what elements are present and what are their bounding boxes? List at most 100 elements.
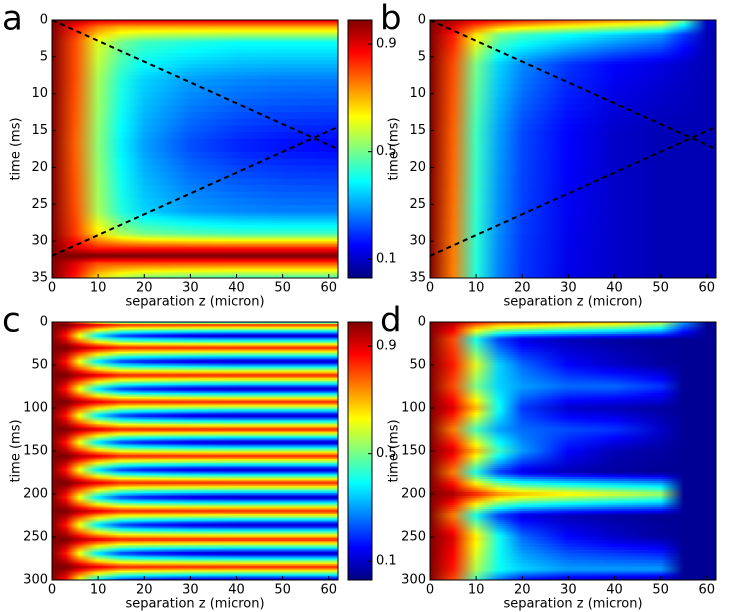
heatmap-strip: [52, 410, 338, 413]
heatmap-strip: [430, 540, 716, 545]
heatmap-strip: [430, 420, 716, 424]
heatmap-strip: [430, 515, 716, 519]
heatmap-strip: [52, 145, 338, 153]
y-axis-label: time (ms): [387, 419, 402, 482]
heatmap-strip: [52, 441, 338, 443]
heatmap-strip: [430, 369, 716, 373]
heatmap-strip: [52, 465, 338, 468]
heatmap-strip: [430, 573, 716, 576]
heatmap-strip: [52, 216, 338, 219]
heatmap-strip: [430, 513, 716, 517]
heatmap-strip: [52, 233, 338, 236]
heatmap-strip: [52, 252, 338, 254]
y-axis-label: time (ms): [9, 117, 24, 180]
heatmap-strip: [52, 570, 338, 573]
heatmap-strip: [52, 253, 338, 256]
x-tick-label: 40: [228, 281, 245, 296]
heatmap-strip: [52, 264, 338, 267]
heatmap-strip: [430, 478, 716, 482]
heatmap-strip: [52, 375, 338, 378]
heatmap-strip: [430, 330, 716, 333]
heatmap-strip: [52, 198, 338, 206]
heatmap-strip: [52, 477, 338, 480]
heatmap-strip: [52, 247, 338, 250]
heatmap-strip: [52, 401, 338, 404]
heatmap-strip: [52, 158, 338, 166]
heatmap-strip: [52, 382, 338, 385]
x-tick-label: 30: [182, 583, 199, 598]
heatmap-strip: [430, 49, 716, 54]
plot-frame: [429, 19, 717, 279]
panel: [52, 322, 338, 580]
heatmap-strip: [430, 25, 716, 28]
heatmap-strip: [52, 112, 338, 120]
heatmap-strip: [430, 349, 716, 353]
heatmap-strip: [52, 480, 338, 483]
heatmap-strip: [52, 330, 338, 332]
heatmap-strip: [52, 259, 338, 261]
x-tick-label: 50: [652, 281, 669, 296]
y-tick-label: 0: [40, 13, 48, 28]
heatmap-strip: [52, 456, 338, 459]
colorbar-tick-label: 0.9: [376, 339, 397, 354]
heatmap-strip: [430, 414, 716, 418]
heatmap-strip: [52, 367, 338, 370]
heatmap-strip: [430, 570, 716, 573]
heatmap-strip: [52, 394, 338, 397]
heatmap-strip: [430, 553, 716, 558]
heatmap-strip: [52, 567, 338, 569]
heatmap-strip: [52, 78, 338, 87]
heatmap-strip: [430, 160, 716, 176]
heatmap-strip: [430, 448, 716, 452]
y-tick-label: 0: [418, 315, 426, 330]
x-tick-label: 20: [136, 281, 153, 296]
y-tick-label: 35: [31, 271, 48, 286]
heatmap-strip: [52, 536, 338, 539]
heatmap-strip: [430, 219, 716, 235]
heatmap-strip: [52, 484, 338, 487]
heatmap-strip: [430, 373, 716, 377]
heatmap-strip: [52, 542, 338, 545]
heatmap-strip: [52, 276, 338, 278]
x-tick-label: 30: [182, 281, 199, 296]
heatmap-strip: [430, 511, 716, 514]
heatmap-strip: [430, 34, 716, 39]
heatmap-strip: [52, 578, 338, 580]
heatmap-strip: [52, 445, 338, 448]
heatmap-strip: [52, 522, 338, 525]
heatmap-strip: [430, 55, 716, 59]
y-tick-label: 25: [409, 197, 426, 212]
heatmap-strip: [430, 64, 716, 72]
heatmap-strip: [52, 171, 338, 180]
x-tick-label: 0: [48, 583, 56, 598]
heatmap-strip: [52, 412, 338, 415]
heatmap-strip: [430, 362, 716, 366]
heatmap-strip: [52, 257, 338, 259]
heatmap-strip: [430, 344, 716, 348]
heatmap-strip: [52, 406, 338, 409]
heatmap-strip: [430, 537, 716, 541]
heatmap-strip: [430, 425, 716, 428]
heatmap-strip: [430, 334, 716, 337]
heatmap-strip: [430, 571, 716, 574]
heatmap-strip: [52, 565, 338, 568]
heatmap-strip: [52, 504, 338, 507]
y-tick-label: 100: [23, 401, 48, 416]
heatmap-strip: [52, 357, 338, 360]
heatmap-strip: [52, 428, 338, 431]
heatmap-strip: [52, 64, 338, 69]
x-tick-label: 20: [514, 281, 531, 296]
heatmap-strip: [52, 255, 338, 258]
heatmap-strip: [430, 22, 716, 26]
heatmap-strip: [52, 550, 338, 553]
heatmap-strip: [430, 468, 716, 471]
heatmap-strip: [52, 354, 338, 357]
y-tick-label: 30: [409, 234, 426, 249]
heatmap-strip: [52, 568, 338, 571]
heatmap-strip: [52, 42, 338, 47]
heatmap-strip: [52, 273, 338, 276]
heatmap-strip: [430, 481, 716, 484]
x-tick-label: 10: [468, 281, 485, 296]
heatmap-strip: [52, 488, 338, 491]
heatmap-strip: [430, 474, 716, 478]
